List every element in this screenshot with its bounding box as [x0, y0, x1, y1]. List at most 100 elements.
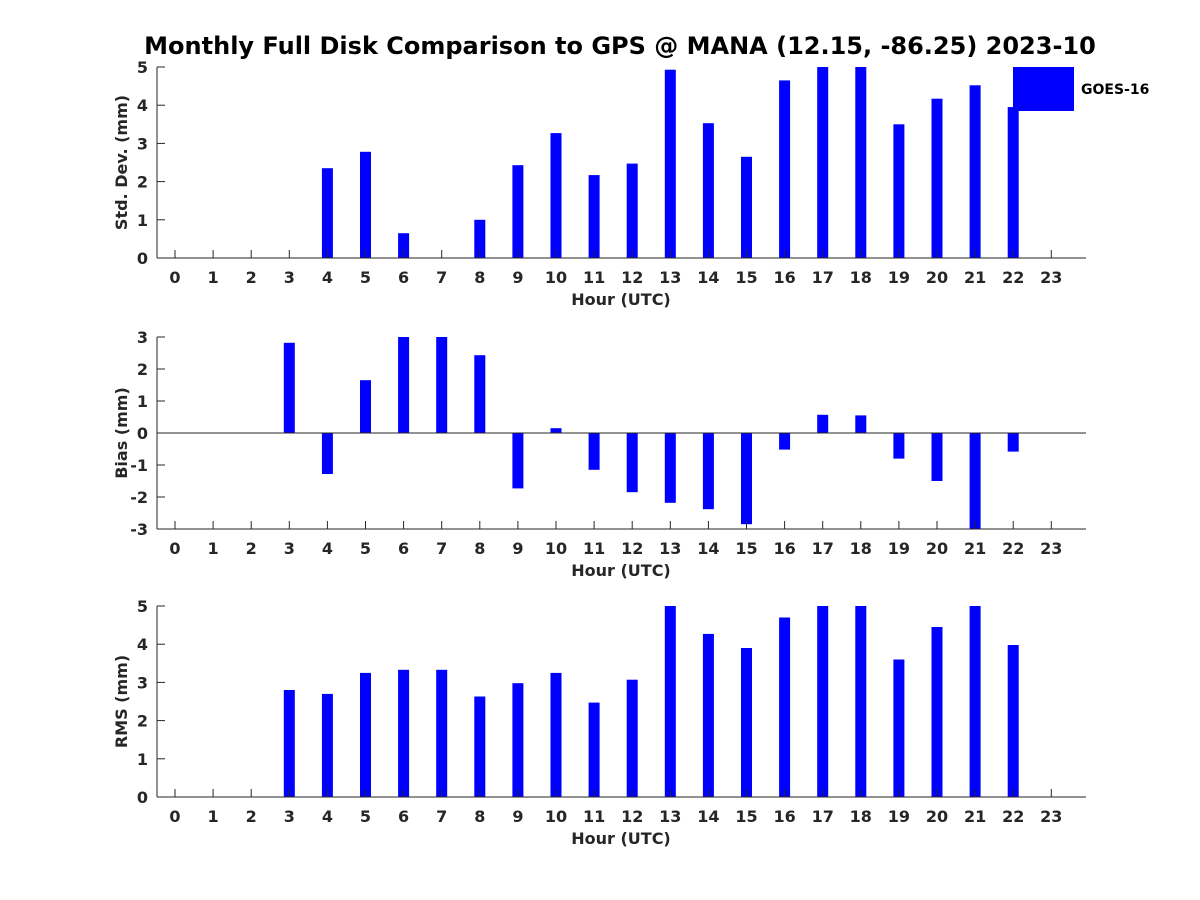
- bar-hour-5: [360, 380, 371, 433]
- bar-hour-5: [360, 672, 371, 797]
- x-tick-label: 2: [246, 807, 257, 826]
- bar-hour-18: [855, 67, 867, 258]
- x-tick-label: 10: [545, 268, 567, 287]
- bar-hour-8: [474, 219, 486, 258]
- x-tick-label: 17: [812, 268, 834, 287]
- bar-hour-20: [931, 433, 943, 481]
- y-tick-label: 2: [137, 712, 148, 731]
- x-tick-label: 9: [512, 539, 523, 558]
- bar-hour-21: [969, 85, 981, 258]
- x-tick-label: 17: [812, 807, 834, 826]
- x-tick-label: 15: [735, 268, 757, 287]
- y-tick-label: 5: [137, 597, 148, 616]
- bar-hour-15: [741, 156, 752, 258]
- x-tick-label: 6: [398, 539, 409, 558]
- y-tick-label: -3: [130, 520, 148, 539]
- bar-hour-13: [664, 606, 676, 797]
- bar-hour-10: [550, 133, 562, 258]
- bar-hour-20: [931, 98, 943, 258]
- bar-hour-14: [702, 123, 714, 258]
- bar-hour-12: [626, 163, 638, 258]
- x-tick-label: 12: [621, 268, 643, 287]
- bar-hour-22: [1007, 645, 1019, 797]
- x-tick-label: 0: [169, 539, 180, 558]
- x-tick-label: 21: [964, 539, 986, 558]
- y-tick-label: 2: [137, 173, 148, 192]
- legend-label: GOES-16: [1081, 82, 1149, 98]
- bar-hour-21: [969, 606, 981, 797]
- bar-hour-12: [626, 433, 638, 493]
- y-tick-label: 2: [137, 360, 148, 379]
- x-tick-label: 18: [850, 539, 872, 558]
- bar-hour-22: [1007, 107, 1019, 258]
- x-tick-label: 17: [812, 539, 834, 558]
- x-tick-label: 6: [398, 268, 409, 287]
- x-tick-label: 16: [773, 268, 795, 287]
- panel-3: 0 1 2 3 4 5 6 7 8 9 10 11 12 13 14 15 16 17 18 19 20 21 22 2301…: [112, 597, 1086, 848]
- bar-hour-21: [969, 433, 981, 529]
- y-tick-label: 3: [137, 673, 148, 692]
- bar-hour-13: [664, 433, 676, 503]
- figure-title: Monthly Full Disk Comparison to GPS @ MA…: [144, 32, 1096, 60]
- x-tick-label: 15: [735, 539, 757, 558]
- x-axis-label: Hour (UTC): [571, 561, 671, 580]
- x-tick-label: 5: [360, 807, 371, 826]
- x-tick-label: 21: [964, 807, 986, 826]
- x-tick-label: 10: [545, 807, 567, 826]
- bar-hour-9: [512, 683, 524, 797]
- x-tick-label: 23: [1040, 807, 1062, 826]
- y-axis-label: Std. Dev. (mm): [112, 95, 131, 230]
- bar-hour-3: [283, 690, 295, 797]
- bar-hour-14: [702, 633, 714, 797]
- x-tick-label: 18: [850, 807, 872, 826]
- x-tick-label: 5: [360, 268, 371, 287]
- bar-hour-4: [321, 168, 333, 258]
- bar-hour-5: [360, 151, 371, 258]
- y-tick-label: 3: [137, 328, 148, 347]
- bar-hour-11: [588, 702, 600, 797]
- y-tick-label: 0: [137, 249, 148, 268]
- bar-hour-4: [321, 693, 333, 797]
- x-tick-label: 23: [1040, 539, 1062, 558]
- x-tick-label: 3: [284, 268, 295, 287]
- x-tick-label: 8: [474, 268, 485, 287]
- x-tick-label: 9: [512, 268, 523, 287]
- y-tick-label: 4: [137, 635, 148, 654]
- bar-hour-8: [474, 696, 486, 797]
- bar-hour-9: [512, 433, 524, 489]
- x-tick-label: 0: [169, 268, 180, 287]
- y-tick-label: 0: [137, 424, 148, 443]
- y-axis-label: RMS (mm): [112, 655, 131, 748]
- bar-hour-6: [398, 337, 410, 433]
- x-axis-label: Hour (UTC): [571, 829, 671, 848]
- bar-hour-8: [474, 355, 486, 433]
- bar-hour-19: [893, 659, 905, 797]
- x-tick-label: 9: [512, 807, 523, 826]
- y-tick-label: 1: [137, 750, 148, 769]
- bar-hour-19: [893, 124, 905, 258]
- bar-hour-18: [855, 606, 867, 797]
- x-tick-label: 12: [621, 807, 643, 826]
- x-tick-label: 2: [246, 268, 257, 287]
- x-tick-label: 15: [735, 807, 757, 826]
- x-tick-label: 4: [322, 539, 333, 558]
- x-tick-label: 0: [169, 807, 180, 826]
- panel-1: 0 1 2 3 4 5 6 7 8 9 10 11 12 13 14 15 16 17 18 19 20 21 22 2301…: [112, 58, 1086, 309]
- bar-hour-10: [550, 428, 562, 433]
- bar-hour-16: [779, 80, 791, 259]
- bar-hour-22: [1007, 433, 1019, 452]
- x-tick-label: 10: [545, 539, 567, 558]
- x-tick-label: 16: [773, 807, 795, 826]
- legend: GOES-16: [1013, 67, 1149, 111]
- x-tick-label: 18: [850, 268, 872, 287]
- y-tick-label: -1: [130, 456, 148, 475]
- bar-hour-17: [817, 67, 829, 258]
- y-tick-label: 5: [137, 58, 148, 77]
- x-tick-label: 14: [697, 539, 719, 558]
- bar-hour-11: [588, 433, 600, 470]
- x-tick-label: 20: [926, 539, 948, 558]
- bar-hour-11: [588, 175, 600, 258]
- x-axis-label: Hour (UTC): [571, 290, 671, 309]
- x-tick-label: 23: [1040, 268, 1062, 287]
